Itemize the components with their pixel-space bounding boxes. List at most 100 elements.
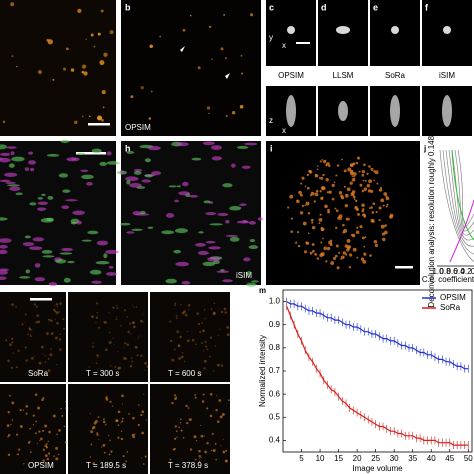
y-tick-label: 0.5: [269, 412, 281, 421]
spot: [89, 413, 91, 415]
spot: [128, 322, 131, 325]
spot: [130, 333, 132, 335]
spot: [211, 432, 214, 435]
filament: [105, 249, 119, 255]
spot: [197, 66, 201, 70]
spot: [29, 328, 31, 331]
spot: [117, 424, 120, 426]
spot: [9, 343, 12, 347]
psf-spot: [443, 26, 451, 34]
spot: [108, 312, 110, 314]
mito: [318, 222, 321, 225]
spot: [218, 308, 220, 310]
spot: [189, 448, 193, 451]
mito: [366, 172, 369, 175]
axis-letter: y: [269, 33, 273, 42]
spot: [29, 333, 31, 335]
spot: [95, 322, 97, 324]
mito: [380, 224, 385, 229]
spot: [112, 306, 115, 309]
filament: [37, 197, 43, 200]
spot: [29, 440, 31, 443]
filament: [37, 201, 49, 205]
filament: [10, 151, 15, 156]
mito: [343, 228, 348, 233]
spot: [103, 321, 106, 323]
filament: [208, 246, 221, 250]
spot: [212, 449, 216, 452]
spot: [178, 426, 180, 429]
filament: [5, 181, 16, 185]
spot: [27, 333, 29, 336]
filament: [77, 152, 86, 155]
spot: [121, 417, 124, 420]
chart-m: m 0.4 0.5 0.6 0.7 0.8 0.9 1.0 5 10 15 20 25 30 35 40 45…: [258, 286, 473, 473]
x-tick-label: 35: [408, 454, 417, 463]
filament: [229, 205, 242, 211]
spot: [198, 449, 201, 453]
caption: SoRa: [28, 369, 49, 378]
spot: [48, 318, 51, 321]
spot: [145, 419, 147, 421]
spot: [103, 451, 106, 454]
cc-curve: [451, 149, 474, 241]
spot: [38, 361, 42, 365]
spot: [140, 85, 144, 90]
spot: [121, 403, 124, 405]
spot: [32, 423, 35, 426]
filament: [40, 218, 54, 223]
spot: [38, 430, 41, 433]
spot: [220, 444, 222, 447]
psf-spot: [287, 26, 295, 34]
spot: [47, 452, 51, 455]
mito: [352, 172, 357, 176]
spot: [30, 356, 34, 360]
mito: [362, 236, 365, 240]
spot: [9, 394, 11, 397]
x-tick-label: 45: [445, 454, 454, 463]
legend-label: OPSIM: [440, 293, 466, 302]
mito: [370, 206, 373, 209]
spot: [17, 453, 20, 456]
spot: [105, 423, 107, 425]
spot: [40, 437, 43, 441]
filament: [209, 223, 223, 226]
filament: [210, 145, 222, 151]
filament: [15, 192, 23, 196]
spot: [11, 55, 14, 58]
y-tick-label: 0.6: [269, 389, 281, 398]
mito: [373, 179, 376, 182]
tick-label: 0.2: [460, 267, 472, 276]
caption: LLSM: [333, 71, 354, 80]
mito: [290, 230, 294, 233]
mito: [343, 185, 346, 188]
caption: T = 378.9 s: [168, 461, 208, 470]
filament: [174, 199, 179, 203]
spot: [132, 416, 135, 420]
spot: [120, 324, 122, 327]
filament: [24, 235, 31, 239]
spot: [169, 458, 172, 461]
spot: [199, 457, 201, 459]
spot: [126, 343, 130, 347]
mito: [361, 170, 365, 174]
spot: [35, 420, 37, 423]
spot: [213, 302, 216, 305]
spot: [42, 448, 46, 451]
mito: [346, 248, 350, 252]
spot: [136, 354, 139, 357]
x-tick-label: 15: [334, 454, 343, 463]
spot: [50, 348, 52, 350]
mito: [374, 170, 379, 175]
filament: [86, 181, 93, 186]
spot: [39, 439, 41, 442]
spot: [109, 30, 114, 35]
spot: [220, 310, 224, 314]
x-tick-label: 30: [390, 454, 399, 463]
mito: [319, 190, 322, 193]
spot: [88, 115, 91, 118]
spot: [124, 342, 127, 345]
spot: [108, 434, 110, 437]
spot: [11, 419, 14, 421]
